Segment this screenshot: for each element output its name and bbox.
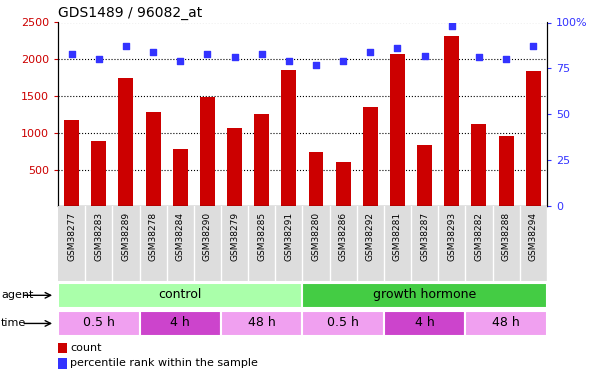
Bar (417, 144, 432, 206)
Bar (302, 283, 547, 308)
Bar (221, 206, 248, 281)
Text: GSM38277: GSM38277 (67, 212, 76, 261)
Text: GSM38289: GSM38289 (122, 212, 130, 261)
Text: GSM38287: GSM38287 (420, 212, 429, 261)
Bar (472, 124, 486, 206)
Text: GSM38293: GSM38293 (447, 212, 456, 261)
Bar (112, 206, 139, 281)
Point (474, 54, 484, 60)
Text: 0.5 h: 0.5 h (327, 316, 359, 329)
Text: GSM38283: GSM38283 (94, 212, 103, 261)
Bar (227, 128, 242, 206)
Bar (438, 206, 466, 281)
Text: time: time (1, 318, 26, 328)
Bar (390, 54, 405, 206)
Point (175, 58, 185, 64)
Point (501, 56, 511, 62)
Bar (357, 206, 384, 281)
Bar (499, 136, 514, 206)
Bar (119, 78, 133, 206)
Point (420, 53, 430, 58)
Point (202, 51, 212, 57)
Bar (173, 148, 188, 206)
Text: GSM38280: GSM38280 (312, 212, 321, 261)
Point (529, 44, 538, 50)
Bar (492, 206, 520, 281)
Bar (384, 311, 466, 336)
Text: GSM38286: GSM38286 (338, 212, 348, 261)
Bar (282, 69, 296, 206)
Text: 48 h: 48 h (492, 316, 520, 329)
Bar (411, 206, 438, 281)
Bar (64, 120, 79, 206)
Bar (466, 311, 547, 336)
Bar (248, 206, 276, 281)
Bar (276, 206, 302, 281)
Bar (466, 206, 492, 281)
Bar (145, 112, 161, 206)
Bar (302, 311, 384, 336)
Bar (329, 206, 357, 281)
Text: GSM38278: GSM38278 (148, 212, 158, 261)
Text: GSM38281: GSM38281 (393, 212, 402, 261)
Bar (194, 206, 221, 281)
Point (230, 54, 240, 60)
Bar (363, 107, 378, 206)
Point (338, 58, 348, 64)
Text: GSM38294: GSM38294 (529, 212, 538, 261)
Text: GSM38279: GSM38279 (230, 212, 239, 261)
Point (94, 56, 104, 62)
Bar (309, 152, 323, 206)
Bar (58, 343, 67, 352)
Text: 4 h: 4 h (170, 316, 190, 329)
Text: GSM38290: GSM38290 (203, 212, 212, 261)
Text: GSM38292: GSM38292 (366, 212, 375, 261)
Bar (85, 206, 112, 281)
Text: growth hormone: growth hormone (373, 288, 476, 301)
Text: 48 h: 48 h (248, 316, 276, 329)
Text: GSM38291: GSM38291 (284, 212, 293, 261)
Point (365, 49, 375, 55)
Text: GSM38282: GSM38282 (475, 212, 483, 261)
Bar (520, 206, 547, 281)
Text: GSM38284: GSM38284 (176, 212, 185, 261)
Bar (221, 311, 302, 336)
Bar (302, 206, 329, 281)
Bar (58, 206, 85, 281)
Text: percentile rank within the sample: percentile rank within the sample (70, 358, 258, 369)
Bar (139, 311, 221, 336)
Bar (444, 36, 459, 206)
Text: 4 h: 4 h (415, 316, 434, 329)
Text: GSM38285: GSM38285 (257, 212, 266, 261)
Bar (58, 311, 139, 336)
Bar (139, 206, 167, 281)
Point (311, 62, 321, 68)
Text: count: count (70, 343, 102, 352)
Bar (526, 71, 541, 206)
Text: agent: agent (1, 290, 34, 300)
Bar (335, 162, 351, 206)
Text: GSM38288: GSM38288 (502, 212, 511, 261)
Bar (167, 206, 194, 281)
Point (121, 44, 131, 50)
Text: GDS1489 / 96082_at: GDS1489 / 96082_at (58, 6, 202, 20)
Point (257, 51, 266, 57)
Point (393, 45, 403, 51)
Bar (58, 358, 67, 369)
Bar (91, 141, 106, 206)
Point (67, 51, 76, 57)
Point (284, 58, 294, 64)
Bar (254, 114, 269, 206)
Text: control: control (159, 288, 202, 301)
Text: 0.5 h: 0.5 h (83, 316, 115, 329)
Bar (200, 97, 215, 206)
Bar (58, 283, 302, 308)
Point (447, 23, 456, 29)
Point (148, 49, 158, 55)
Bar (384, 206, 411, 281)
